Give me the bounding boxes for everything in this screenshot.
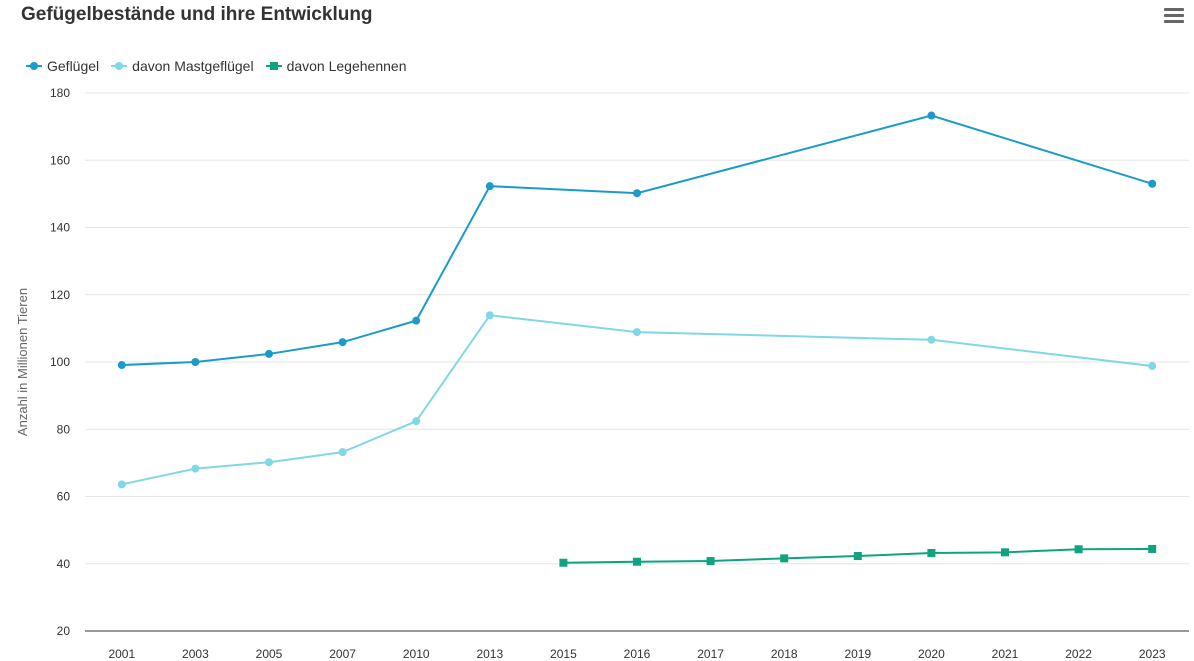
legend-circle-icon bbox=[111, 62, 128, 70]
x-tick-label: 2007 bbox=[329, 647, 356, 661]
data-point-marker bbox=[706, 557, 715, 566]
x-tick-label: 2019 bbox=[844, 647, 871, 661]
x-tick-label: 2020 bbox=[918, 647, 945, 661]
data-point-marker bbox=[1148, 544, 1157, 553]
x-tick-label: 2017 bbox=[697, 647, 724, 661]
y-tick-label: 40 bbox=[57, 557, 71, 571]
data-point-marker bbox=[485, 311, 494, 320]
data-point-marker bbox=[191, 358, 200, 366]
legend-item-gefluegel[interactable]: Geflügel bbox=[26, 58, 99, 74]
data-point-marker bbox=[633, 328, 641, 337]
x-tick-label: 2015 bbox=[550, 647, 577, 661]
data-point-marker bbox=[927, 548, 936, 557]
hamburger-menu-icon[interactable] bbox=[1164, 8, 1184, 26]
x-tick-label: 2001 bbox=[108, 647, 135, 661]
x-tick-label: 2023 bbox=[1139, 647, 1166, 661]
data-point-marker bbox=[633, 557, 641, 566]
data-point-marker bbox=[485, 182, 494, 191]
data-point-marker bbox=[927, 111, 936, 120]
data-point-marker bbox=[780, 554, 789, 563]
y-tick-label: 140 bbox=[50, 221, 70, 235]
data-point-marker bbox=[1001, 548, 1009, 557]
y-tick-label: 160 bbox=[50, 153, 70, 167]
data-point-marker bbox=[265, 458, 273, 467]
y-tick-label: 20 bbox=[57, 624, 71, 638]
legend-square-icon bbox=[265, 62, 282, 70]
data-point-marker bbox=[412, 417, 421, 426]
data-point-marker bbox=[1074, 545, 1083, 554]
x-tick-label: 2013 bbox=[476, 647, 503, 661]
data-point-marker bbox=[117, 361, 126, 370]
legend-label: davon Legehennen bbox=[286, 58, 407, 74]
y-axis-title: Anzahl in Millionen Tieren bbox=[15, 288, 30, 436]
legend-circle-icon bbox=[26, 62, 42, 70]
data-point-marker bbox=[412, 316, 421, 325]
data-point-marker bbox=[853, 552, 862, 561]
y-tick-label: 180 bbox=[50, 86, 70, 100]
y-tick-label: 120 bbox=[50, 288, 70, 302]
x-tick-label: 2018 bbox=[771, 647, 798, 661]
x-tick-label: 2003 bbox=[182, 647, 209, 661]
x-tick-label: 2016 bbox=[624, 647, 651, 661]
y-tick-label: 60 bbox=[57, 490, 71, 504]
data-point-marker bbox=[191, 464, 200, 473]
y-tick-label: 80 bbox=[57, 422, 71, 436]
data-point-marker bbox=[1148, 362, 1157, 371]
legend-label: davon Mastgeflügel bbox=[132, 58, 254, 74]
data-point-marker bbox=[927, 335, 936, 344]
data-point-marker bbox=[117, 480, 126, 489]
chart-legend: Geflügel davon Mastgeflügel davon Legehe… bbox=[26, 58, 406, 74]
data-point-marker bbox=[1148, 179, 1157, 188]
chart-title: Gefügelbestände und ihre Entwicklung bbox=[21, 4, 373, 25]
data-point-marker bbox=[559, 558, 568, 567]
data-point-marker bbox=[265, 349, 273, 358]
x-tick-label: 2010 bbox=[403, 647, 430, 661]
x-tick-label: 2022 bbox=[1065, 647, 1092, 661]
data-point-marker bbox=[338, 448, 347, 457]
legend-item-mastgefluegel[interactable]: davon Mastgeflügel bbox=[111, 58, 254, 74]
series-line-0 bbox=[121, 114, 1153, 367]
x-tick-label: 2005 bbox=[256, 647, 283, 661]
series-line-1 bbox=[121, 314, 1153, 486]
data-point-marker bbox=[338, 338, 347, 347]
legend-label: Geflügel bbox=[47, 58, 100, 74]
legend-item-legehennen[interactable]: davon Legehennen bbox=[265, 58, 407, 74]
x-tick-label: 2021 bbox=[992, 647, 1019, 661]
y-tick-label: 100 bbox=[50, 355, 70, 369]
data-point-marker bbox=[633, 189, 641, 198]
